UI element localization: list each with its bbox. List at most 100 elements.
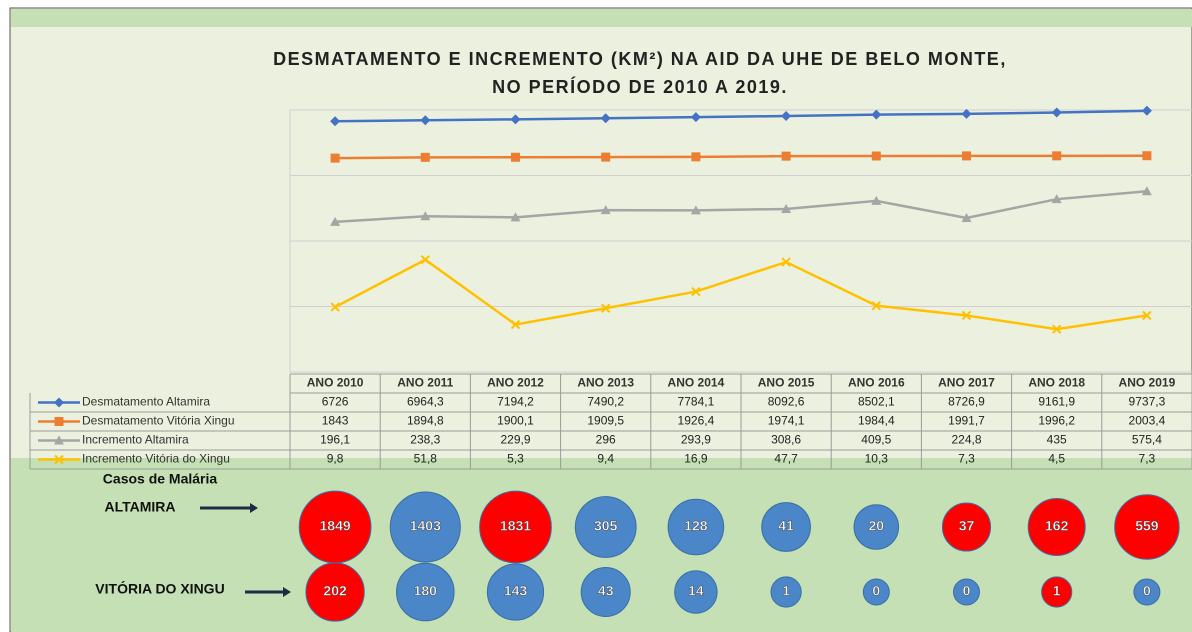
table-cell: 8726,9 xyxy=(948,395,985,409)
legend-label: Incremento Altamira xyxy=(82,433,189,447)
table-cell: 7490,2 xyxy=(587,395,624,409)
table-cell: 1984,4 xyxy=(858,414,895,428)
marker xyxy=(1052,151,1062,161)
marker xyxy=(781,111,792,122)
marker xyxy=(330,302,340,312)
marker xyxy=(600,303,611,313)
bubble-label: 1849 xyxy=(320,518,351,534)
bubble xyxy=(395,562,455,622)
marker xyxy=(871,109,882,120)
table-cell: 1843 xyxy=(322,414,349,428)
table-cell: 1926,4 xyxy=(678,414,715,428)
legend-marker xyxy=(54,417,64,426)
bubble xyxy=(953,578,980,606)
marker xyxy=(601,152,611,162)
marker xyxy=(961,212,972,222)
marker xyxy=(1142,310,1152,321)
x-tick-label: ANO 2014 xyxy=(668,376,725,390)
arrow-head xyxy=(250,503,258,513)
marker xyxy=(330,116,341,127)
table-cell: 10,3 xyxy=(865,452,889,466)
table-cell: 7,3 xyxy=(1139,452,1156,466)
bubble xyxy=(389,491,461,563)
chart-title: NO PERÍODO DE 2010 A 2019. xyxy=(492,76,788,97)
legend-marker xyxy=(54,435,64,445)
table-cell: 575,4 xyxy=(1132,433,1162,447)
legend-label: Desmatamento Altamira xyxy=(82,395,210,409)
marker xyxy=(420,255,431,265)
bubble-label: 41 xyxy=(778,518,794,534)
marker xyxy=(510,319,521,330)
legend-label: Desmatamento Vitória Xingu xyxy=(82,414,235,428)
bubble-label: 43 xyxy=(598,583,614,599)
bubble xyxy=(1133,578,1161,606)
bubble-label: 20 xyxy=(869,518,885,534)
table-cell: 7,3 xyxy=(958,452,975,466)
table-cell: 238,3 xyxy=(410,433,440,447)
bubble xyxy=(853,504,900,550)
table-cell: 1894,8 xyxy=(407,414,444,428)
bubble-label: 0 xyxy=(1143,583,1151,599)
x-tick-label: ANO 2013 xyxy=(577,376,634,390)
x-tick-label: ANO 2011 xyxy=(397,376,453,390)
series-line xyxy=(334,258,1148,331)
marker xyxy=(1051,324,1062,334)
bubble-label: 1 xyxy=(782,583,790,599)
table-cell: 196,1 xyxy=(320,433,350,447)
marker xyxy=(691,286,701,297)
bubble xyxy=(770,576,802,608)
bubble-label: 1 xyxy=(1053,583,1061,599)
arrow-head xyxy=(283,587,291,597)
marker xyxy=(962,151,971,161)
marker xyxy=(1051,194,1062,204)
table-cell: 6726 xyxy=(322,395,349,409)
table-cell: 2003,4 xyxy=(1129,414,1166,428)
marker xyxy=(1141,186,1152,196)
bubble xyxy=(486,563,545,621)
bubble-label: 1403 xyxy=(410,518,441,534)
bubble xyxy=(1041,576,1073,608)
table-cell: 51,8 xyxy=(414,452,438,466)
bubble xyxy=(479,490,552,564)
series-line xyxy=(335,189,1148,224)
table-cell: 7784,1 xyxy=(678,395,715,409)
marker xyxy=(510,212,521,222)
bubble xyxy=(674,570,718,614)
marker xyxy=(1141,105,1152,116)
x-tick-label: ANO 2012 xyxy=(487,376,544,390)
x-tick-label: ANO 2018 xyxy=(1028,376,1085,390)
marker xyxy=(1051,107,1062,118)
marker xyxy=(330,216,341,226)
table-cell: 7194,2 xyxy=(497,395,534,409)
bubble-label: 143 xyxy=(504,583,528,599)
marker xyxy=(600,113,611,124)
series-line xyxy=(335,154,1147,160)
legend-label: Incremento Vitória do Xingu xyxy=(82,452,230,466)
table-cell: 9737,3 xyxy=(1129,395,1166,409)
marker xyxy=(781,203,792,213)
table-cell: 6964,3 xyxy=(407,395,444,409)
marker xyxy=(691,152,701,162)
bubble-label: 180 xyxy=(414,583,438,599)
marker xyxy=(420,211,431,221)
table-cell: 8502,1 xyxy=(858,395,895,409)
bubble-label: 559 xyxy=(1135,518,1159,534)
x-tick-label: ANO 2016 xyxy=(848,376,905,390)
marker xyxy=(420,152,430,162)
marker xyxy=(420,115,431,126)
table-cell: 1996,2 xyxy=(1038,414,1075,428)
table-cell: 9,8 xyxy=(327,452,344,466)
x-tick-label: ANO 2017 xyxy=(938,376,995,390)
bubble-label: 37 xyxy=(959,518,975,534)
legend-marker xyxy=(54,397,64,408)
bubble xyxy=(580,566,631,618)
bubble-label: 0 xyxy=(963,583,971,599)
bubble xyxy=(862,578,890,606)
marker xyxy=(330,153,340,163)
bubble-label: 14 xyxy=(688,583,704,599)
marker xyxy=(690,205,701,215)
table-cell: 1991,7 xyxy=(948,414,985,428)
bubble xyxy=(761,502,811,552)
table-cell: 8092,6 xyxy=(768,395,805,409)
table-cell: 409,5 xyxy=(861,433,891,447)
